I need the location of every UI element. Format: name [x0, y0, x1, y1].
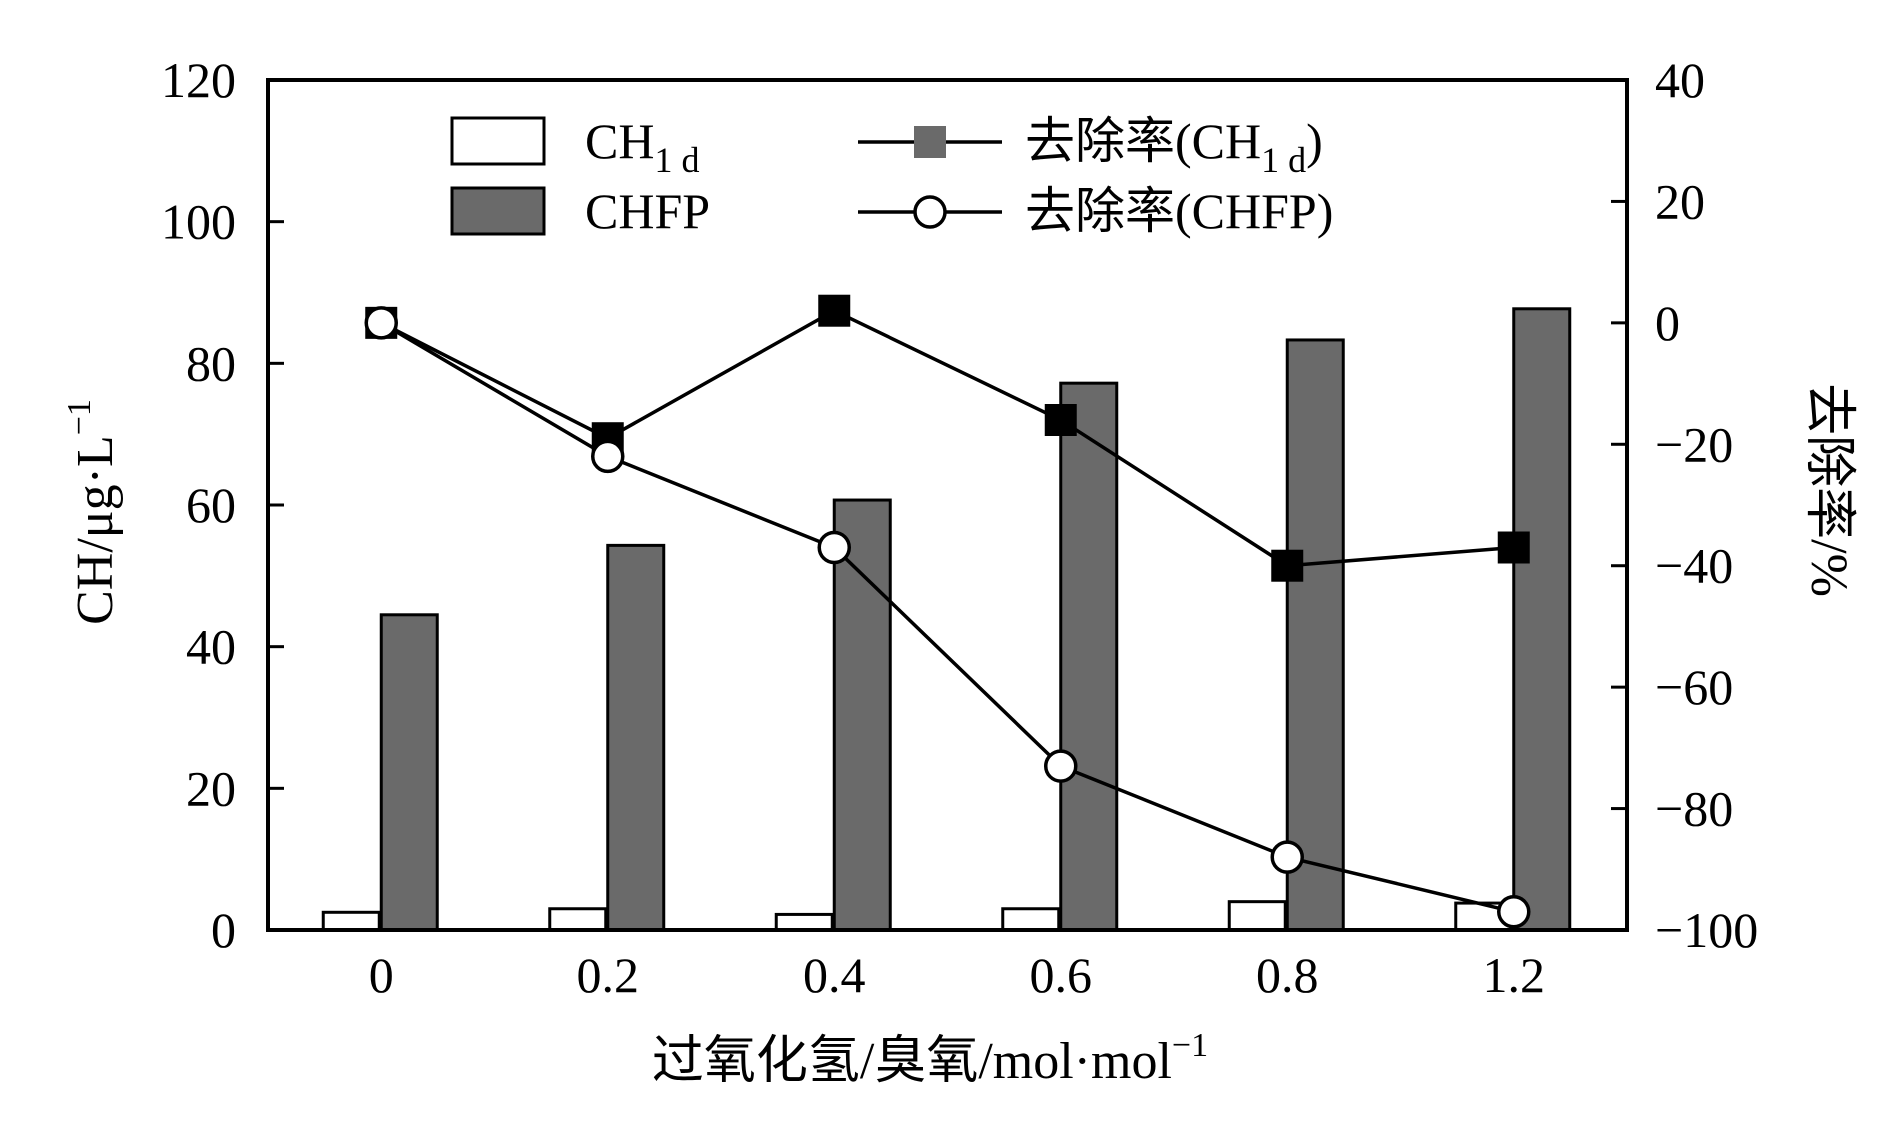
marker-circle-4	[1270, 840, 1304, 874]
bar-chfp-4	[1285, 338, 1345, 932]
left-axis-title: CH/μg·L−1	[61, 399, 124, 625]
legend-label-0-base: CH	[585, 113, 654, 169]
bar-chfp-1	[606, 543, 666, 932]
right-tick-label-7: 40	[1655, 52, 1705, 108]
marker-square-4	[1271, 549, 1304, 582]
x-tick-label-5: 1.2	[1483, 947, 1546, 1003]
legend-label-1: CHFP	[585, 183, 710, 239]
marker-circle-2	[817, 530, 851, 565]
bar-ch1d-0	[321, 910, 381, 932]
legend-swatch-1	[450, 186, 546, 236]
bar-ch1d-4	[1227, 900, 1287, 932]
right-axis-title: 去除率/%	[1800, 383, 1857, 597]
bar-ch1d-1	[548, 907, 608, 932]
marker-square-3	[1044, 404, 1077, 436]
marker-circle-5	[1497, 895, 1531, 929]
bar-chfp-0	[379, 613, 439, 932]
x-axis-title-main: 过氧化氢/臭氧/mol·mol	[652, 1033, 1172, 1090]
right-axis-title-group: 去除率/%	[1800, 383, 1857, 597]
bar-chfp-3	[1059, 381, 1119, 932]
bar-chfp-2	[832, 498, 892, 932]
legend-label-3: 去除率(CHFP)	[1025, 183, 1333, 239]
right-tick-label-1: −80	[1655, 781, 1733, 837]
left-tick-label-2: 40	[186, 619, 236, 675]
bar-chfp-5	[1512, 307, 1572, 932]
legend-swatch-0	[450, 116, 546, 166]
legend-label-2-base: 去除率(CH	[1025, 113, 1261, 169]
line-removal-chfp	[380, 321, 1515, 914]
marker-circle-0	[364, 306, 398, 340]
x-tick-label-2: 0.4	[803, 947, 866, 1003]
x-axis-title: 过氧化氢/臭氧/mol·mol−1	[652, 1027, 1208, 1090]
bar-ch1d-3	[1001, 907, 1061, 932]
right-tick-label-2: −60	[1655, 659, 1733, 715]
x-tick-label-0: 0	[369, 947, 394, 1003]
marker-square-2	[818, 294, 851, 327]
left-tick-label-5: 100	[161, 194, 236, 250]
x-axis-title-sup: −1	[1172, 1027, 1208, 1064]
x-tick-label-1: 0.2	[577, 947, 640, 1003]
right-tick-label-5: 0	[1655, 295, 1680, 351]
legend-marker-circle	[913, 195, 947, 229]
legend-label-0-sub: 1 d	[654, 140, 699, 180]
legend-marker-square	[914, 126, 946, 158]
right-tick-label-6: 20	[1655, 173, 1705, 229]
left-tick-label-6: 120	[161, 52, 236, 108]
right-tick-label-4: −20	[1655, 416, 1733, 472]
right-tick-label-0: −100	[1655, 902, 1758, 958]
marker-circle-1	[591, 439, 625, 474]
x-tick-label-3: 0.6	[1030, 947, 1093, 1003]
left-tick-label-4: 80	[186, 335, 236, 391]
line-removal-ch1d	[380, 308, 1514, 568]
legend-label-2-sub: 1 d	[1261, 140, 1306, 180]
left-axis-title-group: CH/μg·L−1	[61, 399, 124, 625]
left-axis-title-main: CH/μg·L	[67, 435, 124, 625]
legend-label-1-base: CHFP	[585, 183, 710, 239]
left-tick-label-1: 20	[186, 760, 236, 816]
legend-label-2-suffix: )	[1306, 113, 1323, 169]
bar-ch1d-2	[774, 912, 834, 932]
left-tick-label-0: 0	[211, 902, 236, 958]
left-tick-label-3: 60	[186, 477, 236, 533]
legend-label-3-base: 去除率(CHFP)	[1025, 183, 1333, 239]
left-axis-title-sup: −1	[61, 399, 98, 435]
marker-square-5	[1497, 531, 1530, 564]
marker-circle-3	[1044, 749, 1078, 783]
x-tick-label-4: 0.8	[1256, 947, 1319, 1003]
right-tick-label-3: −40	[1655, 538, 1733, 594]
legend-label-0: CH1 d	[585, 113, 699, 180]
legend-label-2: 去除率(CH1 d)	[1025, 113, 1323, 180]
